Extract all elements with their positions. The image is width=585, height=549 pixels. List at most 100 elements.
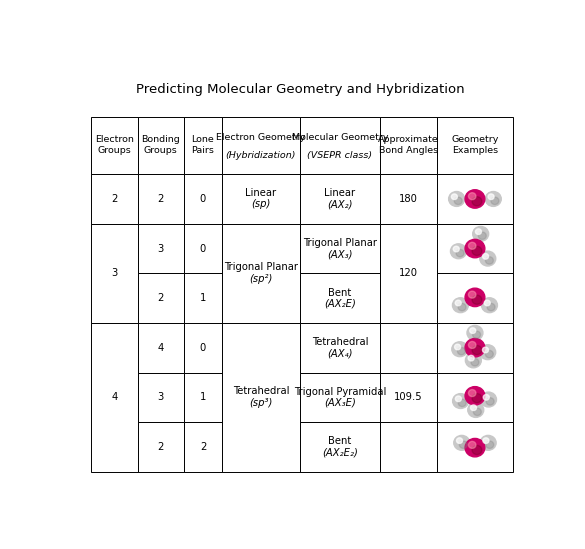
Bar (380, 116, 437, 174)
Circle shape (469, 390, 476, 396)
Circle shape (459, 441, 467, 449)
Circle shape (453, 394, 469, 408)
Circle shape (450, 244, 466, 259)
Circle shape (452, 298, 469, 312)
Text: (VSEPR class): (VSEPR class) (308, 151, 373, 160)
Circle shape (472, 197, 482, 206)
Text: Bent: Bent (328, 288, 352, 298)
Bar (91, 116, 137, 174)
Circle shape (456, 438, 463, 444)
Circle shape (479, 232, 486, 239)
Text: 120: 120 (399, 268, 418, 278)
Text: 180: 180 (399, 194, 418, 204)
Circle shape (465, 288, 485, 307)
Text: (sp²): (sp²) (249, 274, 273, 284)
Circle shape (473, 226, 488, 242)
Text: 1: 1 (200, 293, 206, 303)
Bar (137, 422, 184, 472)
Bar (300, 174, 380, 224)
Circle shape (472, 445, 482, 455)
Circle shape (472, 295, 482, 304)
Circle shape (455, 396, 462, 402)
Text: 3: 3 (158, 244, 164, 254)
Text: 2: 2 (111, 194, 118, 204)
Bar (437, 116, 513, 174)
Bar (380, 174, 437, 224)
Circle shape (486, 397, 494, 405)
Circle shape (455, 344, 460, 350)
Bar (222, 116, 300, 174)
Circle shape (467, 326, 483, 340)
Text: (AX₂E₂): (AX₂E₂) (322, 447, 358, 457)
Text: 2: 2 (200, 442, 206, 452)
Bar (137, 373, 184, 422)
Circle shape (468, 355, 474, 361)
Circle shape (480, 392, 497, 407)
Circle shape (472, 247, 482, 255)
Bar (137, 224, 184, 273)
Circle shape (458, 399, 466, 407)
Bar (437, 373, 513, 422)
Circle shape (491, 197, 499, 205)
Circle shape (483, 254, 488, 259)
Text: 4: 4 (158, 343, 164, 352)
Text: 1: 1 (200, 393, 206, 402)
Text: (AX₃E): (AX₃E) (324, 398, 356, 408)
Circle shape (488, 194, 494, 199)
Bar (300, 273, 380, 323)
Text: Linear: Linear (325, 188, 356, 199)
Bar (222, 224, 300, 323)
Circle shape (486, 257, 493, 264)
Bar (184, 174, 222, 224)
Circle shape (483, 438, 489, 444)
Bar (184, 373, 222, 422)
Bar (137, 323, 184, 373)
Bar (380, 373, 437, 422)
Text: 0: 0 (200, 194, 206, 204)
Text: Tetrahedral: Tetrahedral (233, 386, 289, 396)
Text: 3: 3 (158, 393, 164, 402)
Circle shape (473, 408, 481, 416)
Text: 0: 0 (200, 244, 206, 254)
Circle shape (468, 402, 484, 417)
Circle shape (480, 345, 495, 360)
Text: Bonding
Groups: Bonding Groups (142, 136, 180, 155)
Circle shape (472, 394, 482, 403)
Text: Linear: Linear (245, 188, 277, 199)
Circle shape (465, 239, 485, 258)
Text: Electron Geometry: Electron Geometry (216, 133, 305, 142)
Circle shape (469, 291, 476, 298)
Text: 4: 4 (111, 393, 118, 402)
Text: Lone
Pairs: Lone Pairs (191, 136, 215, 155)
Text: 109.5: 109.5 (394, 393, 423, 402)
Text: 3: 3 (111, 268, 118, 278)
Circle shape (454, 197, 462, 205)
Circle shape (469, 341, 476, 349)
Bar (380, 224, 437, 323)
Bar (300, 373, 380, 422)
Bar (437, 174, 513, 224)
Bar (184, 323, 222, 373)
Text: Trigonal Planar: Trigonal Planar (303, 238, 377, 248)
Circle shape (484, 300, 490, 306)
Circle shape (452, 342, 468, 357)
Text: Electron
Groups: Electron Groups (95, 136, 134, 155)
Circle shape (486, 441, 494, 449)
Text: (Hybridization): (Hybridization) (226, 151, 296, 160)
Bar (184, 422, 222, 472)
Text: (sp³): (sp³) (249, 398, 273, 408)
Bar (184, 273, 222, 323)
Text: (sp): (sp) (252, 199, 271, 210)
Text: (AX₂E): (AX₂E) (324, 299, 356, 309)
Circle shape (483, 347, 488, 353)
Circle shape (480, 435, 496, 450)
Bar (137, 116, 184, 174)
Bar (300, 422, 380, 472)
Circle shape (465, 339, 485, 357)
Bar (437, 323, 513, 373)
Circle shape (469, 242, 476, 249)
Circle shape (465, 190, 485, 208)
Text: Molecular Geometry: Molecular Geometry (292, 133, 388, 142)
Circle shape (486, 350, 493, 358)
Circle shape (469, 193, 476, 200)
